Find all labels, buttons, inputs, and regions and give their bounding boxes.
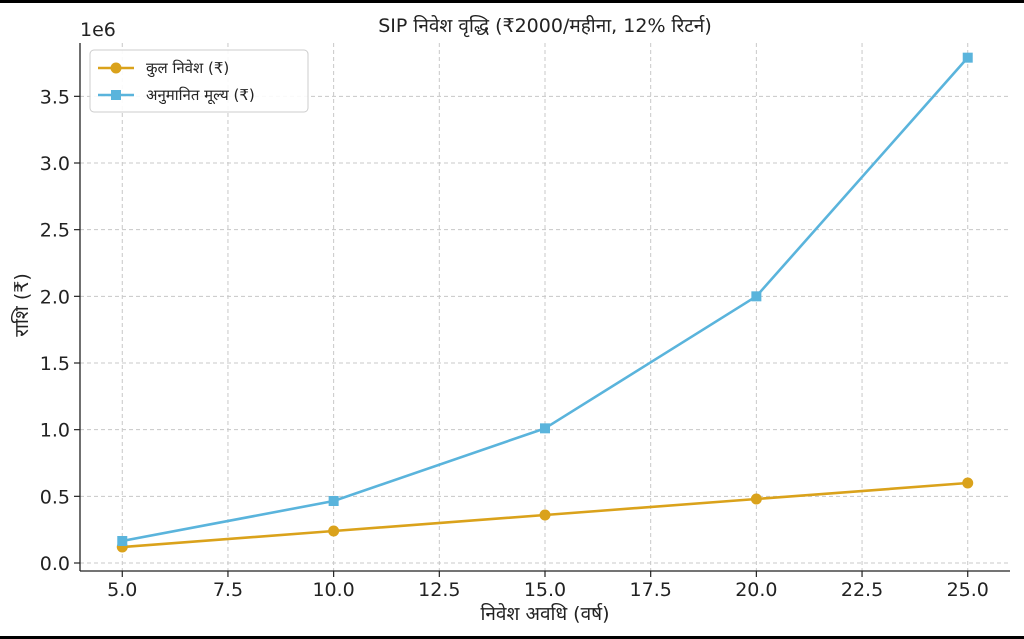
- data-point-circle: [539, 509, 551, 521]
- y-tick-label: 2.0: [40, 286, 70, 308]
- legend-label: कुल निवेश (₹): [146, 59, 229, 78]
- y-offset-label: 1e6: [80, 19, 116, 41]
- y-tick-label: 3.0: [40, 153, 70, 175]
- data-point-circle: [962, 477, 974, 489]
- y-tick-label: 3.5: [40, 86, 70, 108]
- legend: कुल निवेश (₹) अनुमानित मूल्य (₹): [89, 49, 309, 113]
- data-point-square: [962, 52, 973, 63]
- x-tick-label: 15.0: [524, 579, 566, 601]
- y-tick-label: 0.5: [40, 486, 70, 508]
- chart-title: SIP निवेश वृद्धि (₹2000/महीना, 12% रिटर्…: [378, 14, 712, 38]
- legend-label: अनुमानित मूल्य (₹): [146, 86, 255, 105]
- data-point-circle: [328, 525, 340, 537]
- axes: 5.0 7.5 10.0 12.5 15.0 17.5 20.0 22.5 25.0 0.0 0.5…: [40, 43, 1010, 601]
- y-tick-label: 0.0: [40, 553, 70, 575]
- legend-marker-square: [111, 90, 121, 100]
- y-tick-label: 1.5: [40, 353, 70, 375]
- x-tick-label: 20.0: [735, 579, 777, 601]
- data-point-square: [117, 536, 128, 546]
- series: [116, 52, 974, 553]
- legend-marker-circle: [110, 62, 122, 74]
- legend-box: [89, 49, 309, 113]
- x-tick-label: 22.5: [841, 579, 883, 601]
- grid: [80, 43, 1010, 571]
- x-tick-label: 17.5: [630, 579, 672, 601]
- x-tick-label: 12.5: [418, 579, 460, 601]
- data-point-square: [751, 291, 762, 302]
- x-tick-label: 7.5: [213, 579, 243, 601]
- data-point-circle: [750, 493, 762, 505]
- y-tick-label: 1.0: [40, 420, 70, 442]
- y-axis-label: राशि (₹): [10, 273, 33, 337]
- data-point-square: [540, 423, 550, 434]
- y-tick-label: 2.5: [40, 220, 70, 242]
- x-axis-label: निवेश अवधि (वर्ष): [480, 602, 609, 625]
- x-tick-label: 25.0: [947, 579, 989, 601]
- x-tick-label: 10.0: [312, 579, 354, 601]
- x-tick-label: 5.0: [107, 579, 137, 601]
- data-point-square: [328, 496, 339, 506]
